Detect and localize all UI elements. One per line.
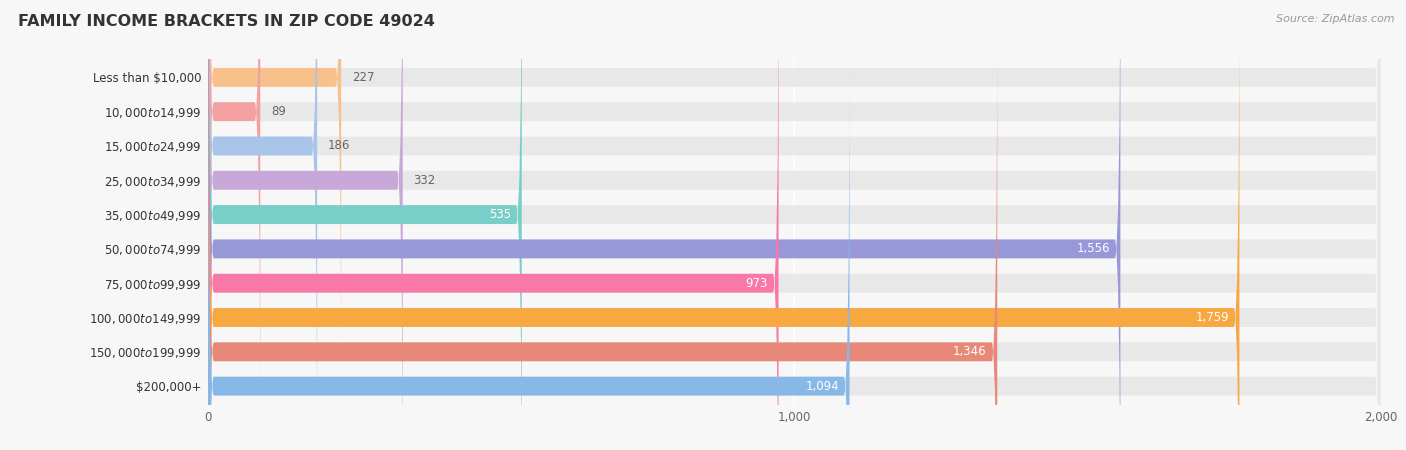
FancyBboxPatch shape (208, 0, 1381, 450)
FancyBboxPatch shape (208, 0, 1381, 450)
FancyBboxPatch shape (208, 53, 849, 450)
Text: 186: 186 (328, 140, 350, 153)
FancyBboxPatch shape (208, 0, 342, 411)
FancyBboxPatch shape (208, 0, 1381, 450)
FancyBboxPatch shape (208, 0, 402, 450)
FancyBboxPatch shape (208, 0, 1381, 450)
FancyBboxPatch shape (208, 0, 1240, 450)
Text: 227: 227 (352, 71, 374, 84)
FancyBboxPatch shape (208, 18, 1381, 450)
Text: 535: 535 (489, 208, 512, 221)
FancyBboxPatch shape (208, 53, 1381, 450)
FancyBboxPatch shape (208, 0, 1381, 450)
Text: 332: 332 (413, 174, 436, 187)
Text: 973: 973 (745, 277, 768, 290)
FancyBboxPatch shape (208, 0, 1381, 446)
FancyBboxPatch shape (208, 0, 318, 450)
FancyBboxPatch shape (208, 0, 522, 450)
FancyBboxPatch shape (208, 0, 1121, 450)
FancyBboxPatch shape (208, 0, 1381, 411)
Text: 1,759: 1,759 (1195, 311, 1229, 324)
Text: Source: ZipAtlas.com: Source: ZipAtlas.com (1277, 14, 1395, 23)
Text: 1,094: 1,094 (806, 380, 839, 393)
Text: 89: 89 (271, 105, 285, 118)
FancyBboxPatch shape (208, 0, 779, 450)
Text: 1,556: 1,556 (1077, 243, 1109, 256)
FancyBboxPatch shape (208, 0, 1381, 450)
Text: FAMILY INCOME BRACKETS IN ZIP CODE 49024: FAMILY INCOME BRACKETS IN ZIP CODE 49024 (18, 14, 434, 28)
Text: 1,346: 1,346 (953, 345, 987, 358)
FancyBboxPatch shape (208, 0, 260, 446)
FancyBboxPatch shape (208, 18, 997, 450)
